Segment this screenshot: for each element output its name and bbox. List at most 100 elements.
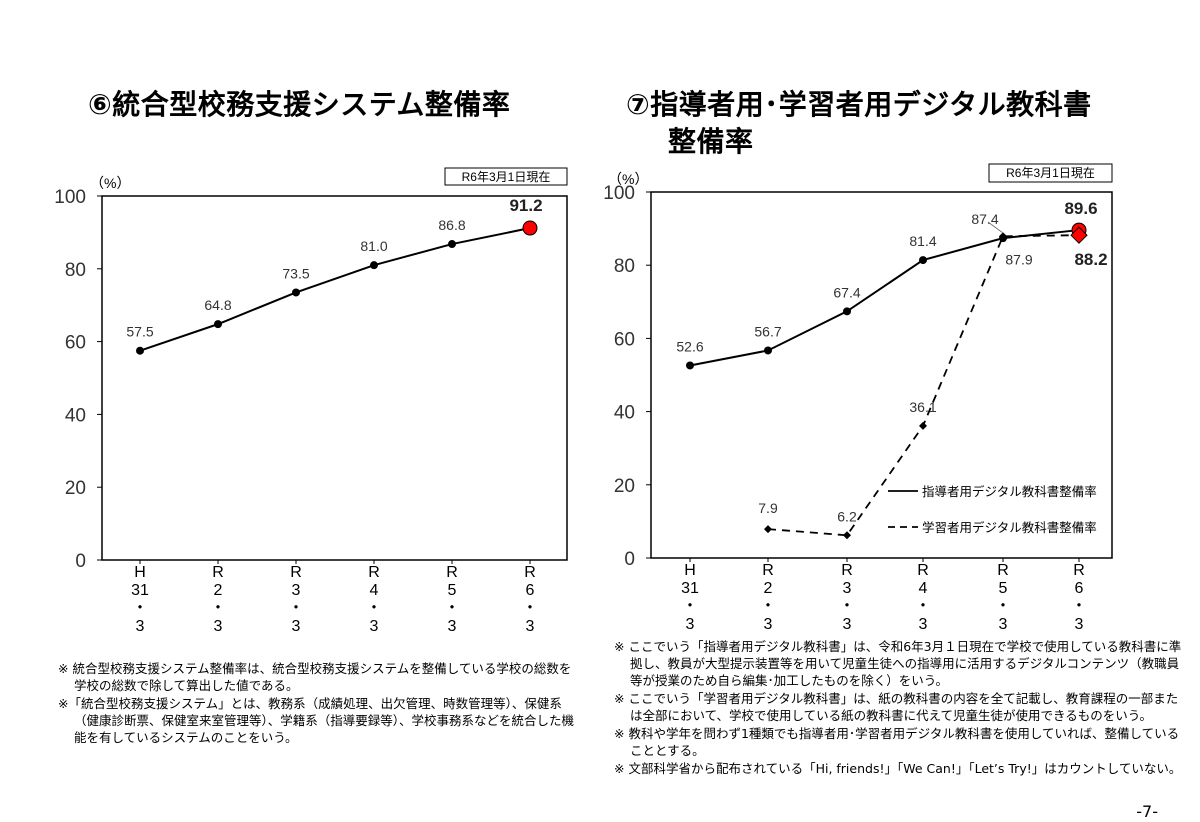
x-tick-label: R [917,562,929,579]
series-line [139,227,531,352]
x-tick-label: 5 [999,580,1008,597]
data-point [214,320,222,329]
data-point [686,361,694,370]
x-tick-label: 3 [214,618,223,635]
x-tick-label: R [290,564,302,581]
x-tick-label: 3 [843,580,852,597]
x-tick-label: 4 [370,582,379,599]
x-tick-label: R [841,562,853,579]
date-note-box [444,167,568,186]
chart2-title-line1: ⑦指導者用･学習者用デジタル教科書 [626,88,1092,121]
data-label: 73.5 [282,265,309,281]
chart2-title: ⑦指導者用･学習者用デジタル教科書 整備率 [626,86,1092,160]
chart2-note: ※ ここでいう「指導者用デジタル教科書」は、令和6年3月１日現在で学校で使用して… [614,639,1182,688]
unit-label: （%） [608,171,648,187]
data-label: 7.9 [758,500,778,516]
data-label: 81.4 [909,233,936,249]
y-tick-label: 20 [65,478,86,499]
data-label: 64.8 [204,297,231,313]
data-label: 56.7 [754,323,781,339]
plot-area [101,195,568,561]
x-tick-label: 31 [131,582,149,599]
chart1-note: ※「統合型校務支援システム」とは、教務系（成績処理、出欠管理、時数管理等）、保健… [58,696,575,745]
data-point [919,256,927,265]
x-tick-label: ・ [682,598,698,615]
y-tick-label: 0 [624,549,635,570]
x-tick-label: ・ [995,598,1011,615]
x-tick-label: R [524,564,536,581]
data-point [1070,226,1088,244]
x-tick-label: R [446,564,458,581]
data-label: 52.6 [676,338,703,354]
x-tick-label: R [368,564,380,581]
chart2-note: ※ ここでいう「学習者用デジタル教科書」は、紙の教科書の内容を全て記載し、教育課… [614,691,1179,723]
date-note: R6年3月1日現在 [462,170,551,184]
x-tick-label: 3 [292,618,301,635]
data-point [843,531,851,540]
x-tick-label: ・ [1071,598,1087,615]
plot-area [650,191,1113,559]
x-tick-label: R [997,562,1009,579]
x-tick-label: ・ [760,598,776,615]
x-tick-label: 3 [686,616,695,633]
chart1-notes: ※ 統合型校務支援システム整備率は、統合型校務支援システムを整備している学校の総… [58,660,578,747]
data-point [919,421,927,430]
x-tick-label: 2 [214,582,223,599]
data-point [999,232,1007,241]
x-tick-label: 3 [1075,616,1084,633]
data-label: 86.8 [438,217,465,233]
x-tick-label: 3 [764,616,773,633]
x-tick-label: 3 [136,618,145,635]
x-tick-label: ・ [839,598,855,615]
y-tick-label: 0 [75,551,86,572]
series-line [689,229,1080,367]
chart2-notes: ※ ここでいう「指導者用デジタル教科書」は、令和6年3月１日現在で学校で使用して… [614,638,1190,778]
y-tick-label: 80 [65,260,86,281]
y-tick-label: 20 [614,476,635,497]
data-point [843,307,851,316]
data-point [370,261,378,270]
x-tick-label: 3 [919,616,928,633]
y-tick-label: 40 [614,403,635,424]
chart1-title: ⑥統合型校務支援システム整備率 [88,88,511,121]
x-tick-label: 5 [448,582,457,599]
data-label: 89.6 [1064,199,1097,218]
data-label: 57.5 [126,324,153,340]
x-tick-label: ・ [210,600,226,617]
x-tick-label: 2 [764,580,773,597]
x-tick-label: ・ [444,600,460,617]
data-label: 87.4 [971,211,998,227]
data-label: 91.2 [509,196,542,215]
y-tick-label: 60 [614,329,635,350]
y-tick-label: 80 [614,256,635,277]
x-tick-label: R [762,562,774,579]
data-label: 6.2 [837,508,857,524]
x-tick-label: 3 [370,618,379,635]
data-label: 81.0 [360,238,387,254]
x-tick-label: 6 [1075,580,1084,597]
data-label: 36.1 [909,399,936,415]
data-point [764,346,772,355]
x-tick-label: 3 [448,618,457,635]
x-tick-label: 3 [999,616,1008,633]
data-label: 88.2 [1074,250,1107,269]
x-tick-label: R [1073,562,1085,579]
unit-label: （%） [90,175,130,191]
data-point [764,525,772,534]
chart2-note: ※ 文部科学省から配布されている「Hi, friends!」「We Can!」「… [614,761,1182,776]
y-tick-label: 60 [65,333,86,354]
x-tick-label: R [212,564,224,581]
chart2-note: ※ 教科や学年を問わず1種類でも指導者用･学習者用デジタル教科書を使用していれば… [614,726,1180,758]
x-tick-label: 3 [526,618,535,635]
y-tick-label: 100 [54,187,86,208]
chart1-note: ※ 統合型校務支援システム整備率は、統合型校務支援システムを整備している学校の総… [58,661,572,693]
x-tick-label: ・ [915,598,931,615]
date-note: R6年3月1日現在 [1006,166,1095,180]
data-point [522,220,538,236]
page-number: -7- [1136,802,1158,821]
label-leader-line [987,221,1004,234]
x-tick-label: 4 [919,580,928,597]
data-label: 67.4 [833,284,860,300]
y-tick-label: 40 [65,405,86,426]
